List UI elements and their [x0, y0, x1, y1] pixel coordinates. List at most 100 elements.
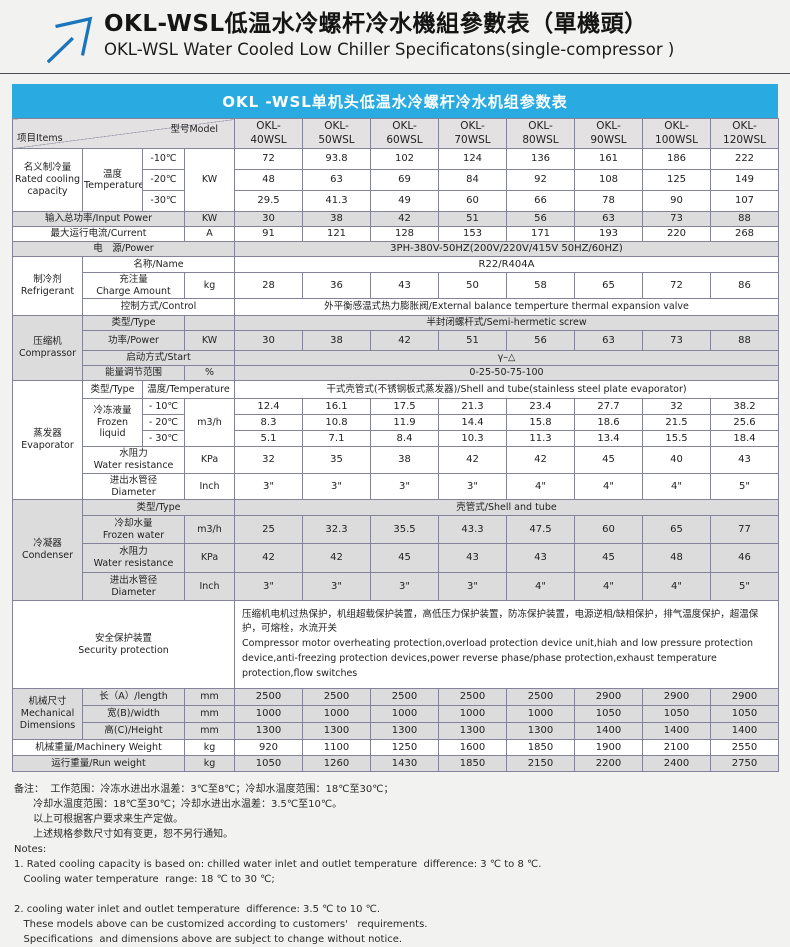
section-evaporator: 蒸发器 Evaporator [12, 380, 83, 500]
value-cell: 51 [438, 330, 507, 351]
spec-table: 项目Items 型号Model OKL- 40WSL OKL- 50WSL OKL-… [12, 118, 779, 772]
value-cell: 43 [506, 543, 575, 573]
row-label: 名称/Name [82, 256, 235, 273]
cooling-temp-label: 温度 Temperature [82, 148, 143, 212]
value-cell: 35 [302, 446, 371, 474]
value-cell: 43 [710, 446, 779, 474]
page-subtitle: OKL-WSL Water Cooled Low Chiller Specifi… [104, 39, 675, 59]
security-text-en: Compressor motor overheating protection,… [242, 638, 754, 679]
section-label-en: Condenser [21, 550, 74, 561]
unit-cell: m3/h [184, 398, 235, 447]
value-cell: 78 [574, 190, 643, 212]
value-cell: 38.2 [710, 398, 779, 415]
value-cell: 186 [642, 148, 711, 170]
value-cell: 73 [642, 330, 711, 351]
value-cell: 32.3 [302, 515, 371, 544]
value-cell: 30 [234, 330, 303, 351]
value-cell: 920 [234, 739, 303, 756]
value-cell: 5" [710, 572, 779, 601]
row-cond-diameter: 进出水管径 Diameter Inch 3" 3" 3" 3" 4" 4" 4" 5" [13, 572, 779, 601]
note-line: 以上可根据客户要求来生产定做。 [14, 814, 184, 825]
evaporator-type-value: 干式壳管式(不锈钢板式蒸发器)/Shell and tube(stainless… [234, 380, 779, 399]
section-label-en: Refrigerant [20, 286, 75, 297]
value-cell: 42 [438, 446, 507, 474]
value-cell: 121 [302, 226, 371, 242]
row-label: 控制方式/Control [82, 298, 235, 316]
value-cell: 1400 [574, 722, 643, 740]
note-line [14, 887, 776, 902]
row-length: 机械尺寸 Mechanical Dimensions 长（A）/length m… [12, 688, 779, 740]
value-cell: 2900 [710, 688, 779, 706]
row-cond-water: 冷却水量 Frozen water m3/h 25 32.3 35.5 43.3 47.… [13, 515, 779, 544]
value-cell: 2500 [370, 688, 439, 706]
value-cell: 29.5 [234, 190, 303, 212]
value-cell: 72 [234, 148, 303, 170]
security-text: 压缩机电机过热保护，机组超载保护装置，高低压力保护装置，防冻保护装置，电源逆相/… [234, 600, 779, 689]
value-cell: 3" [370, 473, 439, 500]
value-cell: 11.3 [506, 430, 575, 447]
value-cell: 25 [234, 515, 303, 544]
row-frozen-minus10: 冷冻液量 Frozen liquid - 10℃ m3/h 12.4 16.1 17… [13, 398, 779, 447]
unit-cell: m3/h [184, 515, 235, 544]
value-cell: 27.7 [574, 398, 643, 415]
value-cell: 108 [574, 169, 643, 191]
value-cell: 21.5 [642, 414, 711, 431]
value-cell: 1300 [234, 722, 303, 740]
value-cell: 8.4 [370, 430, 439, 447]
note-line: Cooling water temperature range: 18 ℃ to… [14, 874, 275, 885]
value-cell: 4" [574, 473, 643, 500]
unit-cell: KPa [184, 543, 235, 573]
row-label: 类型/Type [82, 315, 185, 331]
row-input-power: 输入总功率/Input Power KW 30 38 42 51 56 63 73 88 [12, 211, 779, 227]
value-cell: 1850 [506, 739, 575, 756]
value-cell: 16.1 [302, 398, 371, 415]
title-divider [0, 73, 790, 74]
row-label: 类型/Type [82, 499, 235, 516]
value-cell: 3" [438, 572, 507, 601]
value-cell: 15.8 [506, 414, 575, 431]
temp-cell: - 10℃ [142, 398, 185, 415]
row-charge-amount: 充注量 Charge Amount kg 28 36 43 50 58 65 72 86 [13, 272, 779, 299]
value-cell: 1050 [642, 705, 711, 723]
value-cell: 2500 [234, 688, 303, 706]
value-cell: 23.4 [506, 398, 575, 415]
label-cn: 进出水管径 [109, 574, 158, 586]
value-cell: 32 [642, 398, 711, 415]
section-label-cn: 名义制冷量 [23, 162, 72, 174]
value-cell: 49 [370, 190, 439, 212]
label-en: Charge Amount [96, 285, 171, 297]
value-cell: 1000 [438, 705, 507, 723]
row-label-temp: 温度/Temperature [142, 380, 235, 399]
value-cell: 42 [370, 211, 439, 227]
temp-cell: -30℃ [142, 190, 185, 212]
value-cell: 41.3 [302, 190, 371, 212]
row-cooling-minus10: 名义制冷量 Rated cooling capacity 温度 Temperat… [12, 148, 779, 212]
value-cell: 1400 [710, 722, 779, 740]
value-cell: 2400 [642, 755, 711, 772]
value-cell: 2500 [302, 688, 371, 706]
label-cn: 冷却水量 [114, 517, 153, 529]
value-cell: 1300 [302, 722, 371, 740]
label-cn: 充注量 [119, 273, 148, 285]
row-label: 运行重量/Run weight [12, 755, 185, 772]
value-cell: 63 [302, 169, 371, 191]
row-label: 充注量 Charge Amount [82, 272, 185, 299]
value-cell: 47.5 [506, 515, 575, 544]
model-header-cell: OKL- 120WSL [710, 118, 779, 149]
value-cell: 1600 [438, 739, 507, 756]
value-cell: 48 [234, 169, 303, 191]
unit-cell: KW [184, 148, 235, 212]
label-en: Frozen liquid [96, 416, 129, 440]
row-evaporator-type: 蒸发器 Evaporator 类型/Type 温度/Temperature 干式… [12, 380, 779, 500]
value-cell: 3" [234, 473, 303, 500]
value-cell: 222 [710, 148, 779, 170]
row-label: 输入总功率/Input Power [12, 211, 185, 227]
value-cell: 45 [574, 446, 643, 474]
value-cell: 149 [710, 169, 779, 191]
value-cell: 2900 [642, 688, 711, 706]
temp-cell: - 20℃ [142, 414, 185, 431]
row-energy-range: 能量调节范围 % 0-25-50-75-100 [13, 365, 779, 381]
value-cell: 65 [642, 515, 711, 544]
value-cell: 1000 [302, 705, 371, 723]
value-cell: 3" [302, 572, 371, 601]
